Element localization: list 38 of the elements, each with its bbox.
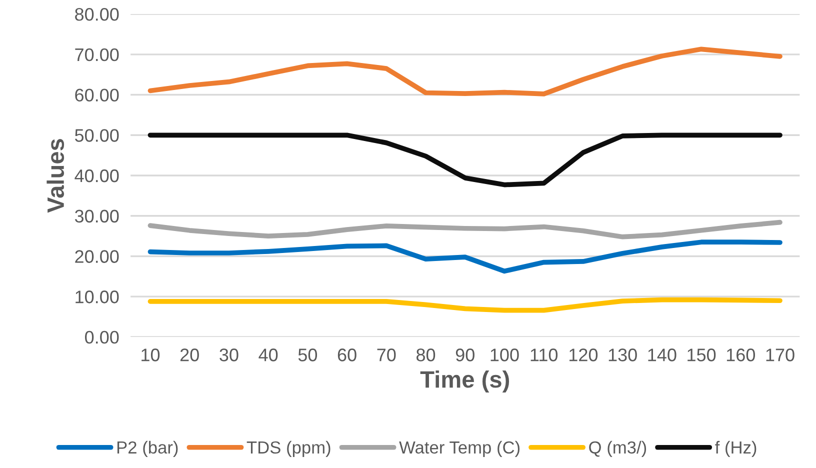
y-tick-label: 40.00 — [74, 169, 119, 182]
legend-label: P2 (bar) — [117, 440, 178, 458]
x-tick-label: 130 — [608, 348, 637, 362]
y-tick-label: 80.00 — [75, 8, 119, 21]
y-tick-label: 60.00 — [75, 88, 119, 102]
x-tick-label: 60 — [338, 348, 356, 362]
x-axis-title: Time (s) — [420, 370, 510, 392]
x-tick-label: 70 — [377, 348, 396, 362]
x-tick-label: 110 — [530, 348, 558, 362]
x-tick-label: 20 — [180, 348, 199, 362]
x-tick-label: 160 — [726, 348, 755, 362]
x-tick-label: 100 — [490, 348, 519, 362]
x-tick-label: 50 — [298, 348, 318, 362]
x-tick-label: 140 — [648, 348, 676, 362]
y-tick-label: 0.00 — [85, 330, 119, 344]
line-series — [148, 46, 782, 96]
y-tick-label: 20.00 — [75, 250, 119, 263]
y-tick-label: 50.00 — [74, 129, 119, 142]
legend-label: f (Hz) — [715, 440, 756, 458]
y-tick-label: 10.00 — [76, 290, 119, 304]
line-series — [148, 297, 782, 313]
x-tick-label: 170 — [766, 348, 794, 362]
y-tick-label: 70.00 — [75, 48, 119, 62]
x-tick-label: 90 — [456, 348, 474, 362]
x-tick-label: 40 — [258, 348, 278, 362]
line-series — [148, 132, 782, 188]
x-tick-label: 150 — [688, 348, 716, 362]
legend-label: Water Temp (C) — [399, 440, 520, 458]
x-tick-label: 30 — [220, 348, 238, 362]
legend-label: TDS (ppm) — [246, 440, 330, 458]
x-tick-label: 120 — [570, 348, 598, 362]
y-axis-title: Values — [46, 139, 64, 213]
x-tick-label: 10 — [142, 348, 160, 362]
line-series — [148, 240, 782, 274]
x-tick-label: 80 — [416, 348, 436, 362]
line-series — [148, 220, 782, 240]
y-tick-label: 30.00 — [74, 210, 119, 223]
legend-label: Q (m3/) — [589, 440, 646, 458]
